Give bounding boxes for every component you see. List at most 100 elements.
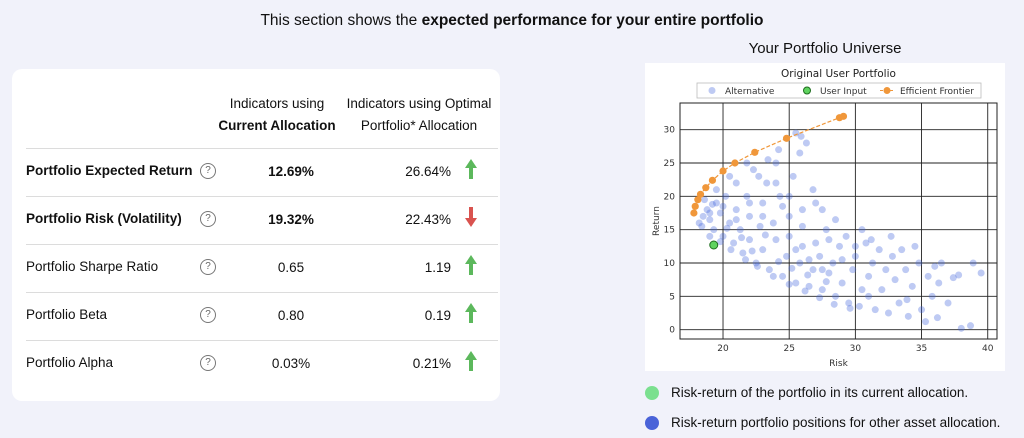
help-icon[interactable]: ? <box>200 307 216 323</box>
y-tick-label: 15 <box>664 226 675 236</box>
alternative-point <box>764 156 772 164</box>
alternative-point <box>699 212 707 220</box>
efficient-frontier-point <box>696 190 705 198</box>
x-tick-label: 30 <box>850 344 862 354</box>
alternative-point <box>743 159 751 167</box>
efficient-frontier-point <box>839 112 848 120</box>
alternative-point <box>805 256 813 264</box>
alternative-point <box>706 216 714 224</box>
row-label: Portfolio Beta <box>26 307 108 322</box>
alternative-point <box>809 266 817 274</box>
heading-emphasis: expected performance for your entire por… <box>421 12 764 29</box>
y-axis-label: Return <box>652 206 662 236</box>
alternative-point <box>785 232 793 240</box>
alternative-point <box>878 286 886 294</box>
alternative-point <box>888 252 896 260</box>
alternative-point <box>732 206 740 214</box>
alternative-point <box>719 232 727 240</box>
alternative-point <box>769 272 777 280</box>
alternative-point <box>792 129 800 137</box>
alternative-point <box>832 292 840 300</box>
alternative-point <box>719 202 727 210</box>
alternative-point <box>818 206 826 214</box>
alternative-point <box>739 249 747 257</box>
efficient-frontier-point <box>694 196 702 204</box>
alternative-point <box>785 192 793 200</box>
current-value: 0.80 <box>277 308 305 323</box>
efficient-frontier-point <box>691 202 699 210</box>
alternative-point <box>805 282 813 290</box>
alternative-point <box>882 266 890 274</box>
alternative-point <box>730 239 738 247</box>
x-tick-label: 20 <box>717 344 729 354</box>
y-tick-label: 25 <box>664 159 675 169</box>
alternative-point <box>818 286 826 294</box>
arrow-down-icon <box>464 205 478 234</box>
row-label: Portfolio Expected Return <box>26 163 193 178</box>
alternative-point <box>955 271 963 279</box>
alternative-point <box>804 271 812 279</box>
table-row: Portfolio Expected Return ? 12.69% 26.64… <box>26 148 498 196</box>
plot-frame <box>679 102 998 340</box>
alternative-point <box>832 216 840 224</box>
alternative-point <box>849 266 857 274</box>
alternative-point <box>904 312 912 320</box>
alternative-point <box>742 256 750 264</box>
current-value: 12.69% <box>268 164 314 179</box>
alternative-point <box>723 224 731 232</box>
arrow-up-icon <box>464 349 478 378</box>
efficient-frontier-point <box>708 176 717 184</box>
alternative-point <box>756 222 764 230</box>
alternative-point <box>977 269 985 277</box>
column-header-current: Indicators using Current Allocation <box>218 96 336 133</box>
alternative-point <box>759 246 767 254</box>
alternative-point <box>772 179 780 187</box>
alternative-point <box>695 219 703 227</box>
alternative-point <box>722 192 730 200</box>
alternative-point <box>835 242 843 250</box>
alternative-point <box>812 199 820 207</box>
alternative-point <box>745 212 753 220</box>
alternative-point <box>867 236 875 244</box>
chart-title: Original User Portfolio <box>781 68 896 80</box>
alternative-point <box>858 286 866 294</box>
help-icon[interactable]: ? <box>200 355 216 371</box>
alternative-point <box>732 216 740 224</box>
alternative-point <box>895 299 903 307</box>
help-icon[interactable]: ? <box>200 211 216 227</box>
scatter-svg: Original User Portfolio 20 25 30 35 40 0 5 10 15 2… <box>652 68 998 369</box>
scatter-chart: Original User Portfolio 20 25 30 35 40 0 5 10 15 2… <box>645 63 1005 371</box>
alternative-point <box>755 172 763 180</box>
universe-title: Your Portfolio Universe <box>748 40 902 57</box>
x-tick-label: 35 <box>916 344 927 354</box>
alternative-point <box>798 242 806 250</box>
alternative-point <box>891 276 899 284</box>
alternative-point <box>816 252 824 260</box>
alternative-point <box>818 266 826 274</box>
x-axis-label: Risk <box>829 359 848 369</box>
alternative-point <box>761 231 769 239</box>
help-icon[interactable]: ? <box>200 259 216 275</box>
alternative-point <box>967 322 975 330</box>
current-value: 19.32% <box>268 212 314 227</box>
alternative-point <box>865 292 873 300</box>
alternative-point <box>865 272 873 280</box>
alternative-point <box>887 232 895 240</box>
alternative-point <box>753 262 761 270</box>
current-value: 0.03% <box>271 356 311 371</box>
alternative-point <box>875 246 883 254</box>
legend-current: Risk-return of the portfolio in its curr… <box>645 385 968 401</box>
alternative-point <box>796 149 804 157</box>
legend-label: User Input <box>820 87 867 97</box>
alternative-point <box>785 280 793 288</box>
alternative-point <box>924 272 932 280</box>
table-row: Portfolio Sharpe Ratio ? 0.65 1.19 <box>26 244 498 292</box>
legend-marker <box>803 86 811 95</box>
alternative-point <box>698 222 706 230</box>
alternative-point <box>825 269 833 277</box>
row-label: Portfolio Risk (Volatility) <box>26 211 182 226</box>
alternative-point <box>898 246 906 254</box>
help-icon[interactable]: ? <box>200 163 216 179</box>
alternative-point <box>969 259 977 267</box>
alternative-point <box>812 239 820 247</box>
